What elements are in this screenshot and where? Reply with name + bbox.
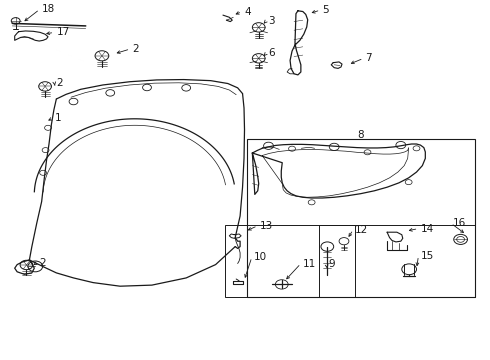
Text: 17: 17: [56, 27, 70, 37]
Text: 11: 11: [303, 258, 316, 269]
Text: 3: 3: [269, 15, 275, 26]
Bar: [247, 139, 475, 297]
Text: 12: 12: [355, 225, 368, 235]
Text: 9: 9: [328, 258, 335, 269]
Text: 8: 8: [358, 130, 365, 140]
Text: 14: 14: [420, 224, 434, 234]
Text: 16: 16: [453, 218, 466, 228]
Text: 10: 10: [254, 252, 267, 262]
Text: 6: 6: [269, 48, 275, 58]
Text: 2: 2: [56, 78, 63, 88]
Text: 13: 13: [260, 221, 273, 231]
Text: 1: 1: [55, 113, 62, 123]
Text: 2: 2: [132, 44, 139, 54]
Text: 5: 5: [322, 5, 329, 15]
Text: 15: 15: [420, 251, 434, 261]
Bar: [225, 225, 355, 297]
Text: 7: 7: [366, 53, 372, 63]
Text: 4: 4: [244, 6, 251, 17]
Text: 2: 2: [39, 258, 46, 268]
Bar: [318, 225, 475, 297]
Text: 18: 18: [42, 4, 55, 14]
